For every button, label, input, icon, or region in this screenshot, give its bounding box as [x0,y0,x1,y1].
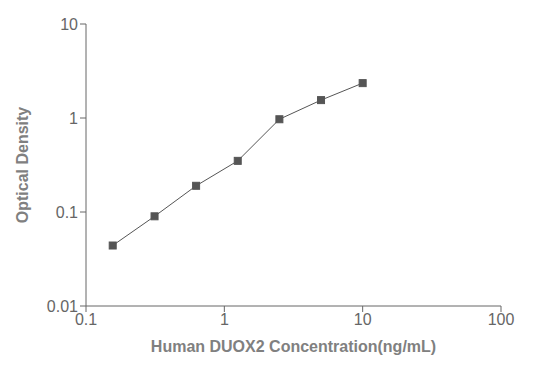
svg-text:100: 100 [488,311,515,328]
svg-text:10: 10 [60,16,78,33]
svg-text:0.01: 0.01 [47,298,78,315]
svg-text:10: 10 [354,311,372,328]
svg-text:1: 1 [69,110,78,127]
svg-text:Human DUOX2 Concentration(ng/m: Human DUOX2 Concentration(ng/mL) [151,338,436,355]
svg-text:1: 1 [220,311,229,328]
svg-text:Optical Density: Optical Density [14,107,31,224]
svg-text:0.1: 0.1 [56,204,78,221]
svg-text:0.1: 0.1 [75,311,97,328]
